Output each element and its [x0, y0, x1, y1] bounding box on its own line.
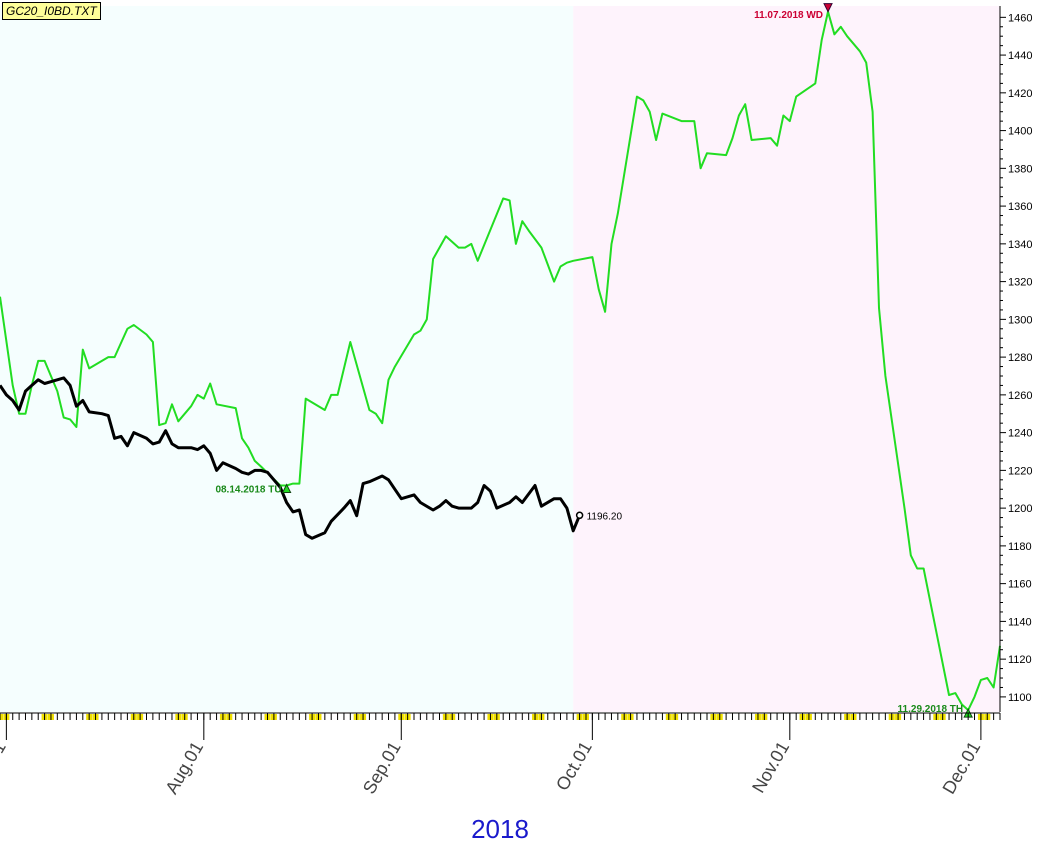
- series-layer: [0, 10, 1001, 712]
- y-tick-label: 1120: [1008, 654, 1032, 666]
- last-value-marker: [575, 511, 584, 520]
- high-label: 11.07.2018 WD: [754, 10, 823, 21]
- y-tick-label: 1420: [1008, 88, 1032, 100]
- y-axis: 1100 1120 1140 1160 1180 1200 1220 1240 1260 1280…: [999, 6, 1032, 712]
- series-line-0: [0, 10, 1001, 712]
- x-month-label: Aug.01: [161, 738, 207, 797]
- y-tick-label: 1300: [1008, 314, 1032, 326]
- y-tick-label: 1340: [1008, 239, 1032, 251]
- x-month-label: Jul.01: [0, 738, 10, 790]
- y-tick-label: 1460: [1008, 12, 1032, 24]
- y-tick-label: 1100: [1008, 692, 1032, 704]
- x-month-label: Dec.01: [939, 738, 985, 797]
- x-month-label: Oct.01: [552, 738, 596, 794]
- weekend-marker: [0, 714, 3, 720]
- y-tick-label: 1380: [1008, 163, 1032, 175]
- y-tick-label: 1200: [1008, 503, 1032, 515]
- y-tick-label: 1140: [1008, 616, 1032, 628]
- file-label: GC20_I0BD.TXT: [2, 2, 101, 20]
- y-tick-label: 1440: [1008, 50, 1032, 62]
- low-label-1: 08.14.2018 TU: [215, 484, 281, 495]
- shaded-region-1: [573, 6, 1000, 712]
- y-tick-label: 1400: [1008, 126, 1032, 138]
- x-axis: Jul.01 Aug.01 Sep.01 Oct.01 Nov.01 Dec.01: [0, 712, 1001, 797]
- y-tick-label: 1180: [1008, 541, 1032, 553]
- plot-background: [0, 6, 1000, 712]
- series-line-1: [0, 376, 581, 540]
- shaded-region-0: [0, 6, 574, 712]
- y-tick-label: 1260: [1008, 390, 1032, 402]
- low-marker-1: [281, 483, 292, 493]
- high-marker: [823, 3, 833, 13]
- y-tick-label: 1220: [1008, 465, 1032, 477]
- y-tick-label: 1280: [1008, 352, 1032, 364]
- x-month-label: Sep.01: [359, 738, 405, 797]
- y-tick-label: 1320: [1008, 277, 1032, 289]
- x-month-label: Nov.01: [748, 738, 793, 796]
- y-tick-label: 1360: [1008, 201, 1032, 213]
- year-label: 2018: [471, 814, 529, 844]
- y-tick-label: 1160: [1008, 579, 1032, 591]
- last-value-label: 1196.20: [587, 511, 623, 522]
- low-label-2: 11.29.2018 TH: [898, 704, 964, 715]
- y-tick-label: 1240: [1008, 428, 1032, 440]
